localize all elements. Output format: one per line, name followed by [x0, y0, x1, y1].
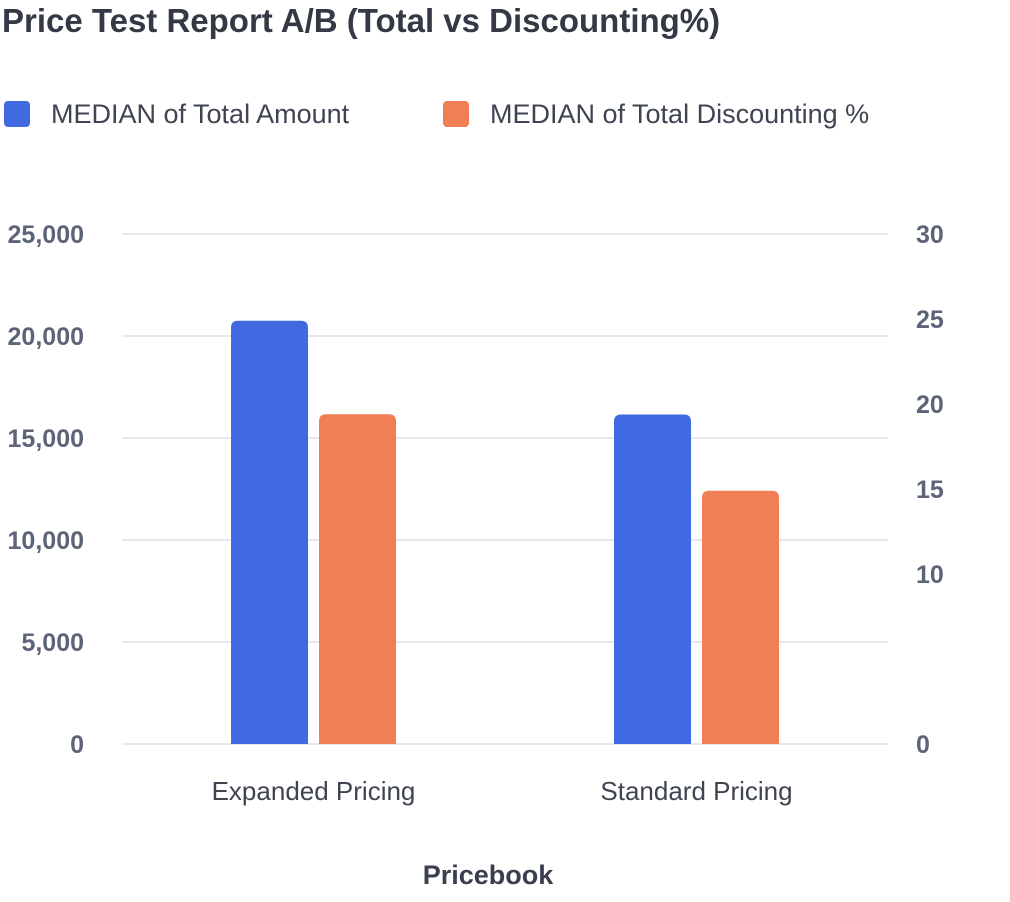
bar-total-discounting-expanded[interactable]	[319, 414, 396, 744]
legend-label-total-amount: MEDIAN of Total Amount	[51, 98, 350, 129]
category-label: Expanded Pricing	[212, 776, 416, 806]
left-axis-tick-label: 10,000	[8, 527, 84, 555]
bar-total-discounting-standard[interactable]	[702, 490, 779, 744]
right-axis-tick-label: 20	[916, 391, 944, 419]
legend-item-total-discounting[interactable]: MEDIAN of Total Discounting %	[443, 98, 869, 130]
legend-swatch-total-discounting	[443, 101, 469, 127]
legend-item-total-amount[interactable]: MEDIAN of Total Amount	[4, 98, 349, 130]
bar-total-amount-standard[interactable]	[614, 414, 691, 744]
right-axis-tick-label: 25	[916, 306, 944, 334]
left-axis-tick-label: 0	[70, 731, 84, 759]
chart-title: Price Test Report A/B (Total vs Discount…	[2, 2, 721, 39]
legend-label-total-discounting: MEDIAN of Total Discounting %	[490, 98, 870, 129]
legend-swatch-total-amount	[4, 101, 30, 127]
right-axis-tick-label: 15	[916, 476, 944, 504]
left-axis-tick-label: 20,000	[8, 323, 84, 351]
left-axis-tick-label: 5,000	[21, 629, 84, 657]
right-axis-tick-label: 30	[916, 221, 944, 249]
bar-total-amount-expanded[interactable]	[231, 320, 308, 744]
left-axis-tick-label: 15,000	[8, 425, 84, 453]
category-label: Standard Pricing	[600, 776, 792, 806]
left-axis-tick-label: 25,000	[8, 221, 84, 249]
x-axis-title: Pricebook	[423, 860, 555, 890]
right-axis-tick-label: 10	[916, 561, 944, 589]
right-axis-tick-label: 0	[916, 731, 930, 759]
